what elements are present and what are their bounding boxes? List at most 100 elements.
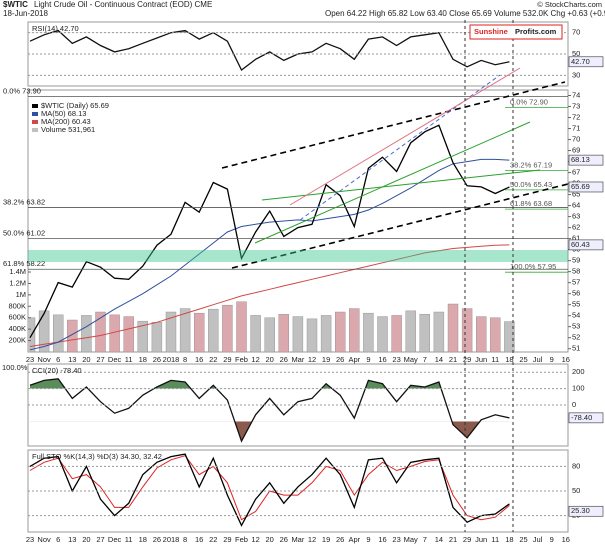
volume-bar (67, 319, 78, 352)
x-tick-label: 29 (463, 355, 471, 364)
x-tick-label: 6 (56, 535, 60, 544)
y-tick-label: 56 (572, 289, 580, 298)
volume-bar (38, 310, 50, 352)
x-tick-label: 16 (195, 355, 203, 364)
logo-sunshine: Sunshine (474, 27, 508, 36)
x-tick-label: 7 (423, 355, 427, 364)
panel-label: CCI(20) -78.40 (32, 366, 82, 375)
y2-tick-label: 400K (8, 324, 26, 333)
y-tick-label: 64 (572, 201, 580, 210)
y-tick-label: 51 (572, 344, 580, 353)
volume-bar (433, 311, 445, 352)
volume-bar (278, 314, 289, 352)
series-line (29, 378, 510, 443)
legend-swatch (32, 112, 38, 116)
x-tick-label: 27 (96, 535, 104, 544)
date: 18-Jun-2018 (3, 9, 48, 18)
green-line (254, 121, 531, 244)
y-tick-label: 0 (572, 400, 576, 409)
symbol: $WTIC (3, 0, 28, 9)
y-tick-label: 71 (572, 124, 580, 133)
series-line (29, 158, 510, 351)
x-tick-label: 13 (68, 535, 76, 544)
x-tick-label: 11 (491, 535, 499, 544)
x-tick-label: May (404, 535, 418, 544)
volume-bar (320, 315, 332, 352)
x-tick-label: 9 (366, 535, 370, 544)
volume-bar (306, 318, 318, 352)
y2-tick-label: 200K (8, 336, 26, 345)
legend-label: $WTIC (Daily) 65.69 (41, 101, 109, 110)
value-box (568, 505, 604, 517)
fib-label: 0.0% 72.90 (510, 98, 548, 107)
channel-upper (221, 81, 566, 169)
x-tick-label: Jul (533, 535, 543, 544)
logo-profits: Profits.com (515, 27, 557, 36)
x-tick-label: 16 (378, 535, 386, 544)
y-tick-label: 72 (572, 113, 580, 122)
y-tick-label: 53 (572, 322, 580, 331)
volume-bar (363, 312, 374, 352)
value-box (568, 181, 604, 193)
fib-label: 61.8% 63.68 (510, 199, 552, 208)
y-tick-label: 100 (572, 384, 585, 393)
x-tick-label: Apr (348, 535, 360, 544)
x-tick-label: 12 (251, 535, 259, 544)
y-tick-label: 62 (572, 223, 580, 232)
x-tick-label: 29 (463, 535, 471, 544)
value-box-label: 68.13 (571, 155, 590, 164)
panel-label: RSI(14) 42.70 (32, 24, 79, 33)
support-zone (28, 250, 568, 262)
channel-lower (231, 183, 569, 269)
value-box-label: 42.70 (571, 57, 590, 66)
x-tick-label: Jul (533, 355, 543, 364)
x-tick-label: 11 (491, 355, 499, 364)
y-tick-label: 80 (572, 461, 580, 470)
x-tick-label: 16 (562, 535, 570, 544)
panel-frame (27, 89, 569, 353)
x-tick-label: 18 (505, 355, 513, 364)
x-tick-label: 20 (82, 535, 90, 544)
volume-bar (264, 317, 275, 352)
x-tick-label: 27 (96, 355, 104, 364)
panel-label: Full STO %K(14,3) %D(3) 34.30, 32.42 (32, 452, 162, 461)
volume-bar (208, 308, 219, 352)
value-box (568, 154, 604, 166)
value-box (568, 412, 604, 424)
x-tick-label: 14 (435, 535, 443, 544)
volume-bar (193, 312, 205, 352)
series-line (29, 453, 510, 527)
x-tick-label: Mar (291, 535, 304, 544)
volume-bar (447, 303, 459, 352)
x-tick-label: 23 (392, 355, 400, 364)
y-tick-label: 74 (572, 90, 580, 99)
y-tick-label: 70 (572, 135, 580, 144)
plot-area (29, 378, 510, 443)
x-tick-label: 16 (378, 355, 386, 364)
volume-bar (490, 317, 501, 352)
y-tick-label: 61 (572, 234, 580, 243)
legend-label: MA(200) 60.43 (41, 117, 91, 126)
x-tick-label: 26 (280, 355, 288, 364)
y-tick-label: 73 (572, 101, 580, 110)
x-tick-label: Feb (235, 535, 248, 544)
y-tick-label: 55 (572, 300, 580, 309)
x-tick-label: 16 (195, 535, 203, 544)
x-tick-label: 8 (183, 535, 187, 544)
x-tick-label: 20 (82, 355, 90, 364)
y-tick-label: 30 (572, 70, 580, 79)
volume-bar (137, 320, 149, 352)
volume-bar (151, 322, 163, 352)
fib-label: 50.0% 61.02 (3, 228, 45, 237)
y2-tick-label: 1.4M (9, 267, 26, 276)
x-tick-label: 26 (336, 535, 344, 544)
legend-swatch (32, 120, 38, 124)
volume-bar (236, 301, 247, 352)
x-tick-label: 29 (223, 355, 231, 364)
blue-dashed-line (299, 74, 501, 221)
indicator-fill (30, 421, 510, 442)
green-line (261, 169, 541, 201)
value-box (568, 239, 604, 251)
logo-box (469, 24, 563, 40)
